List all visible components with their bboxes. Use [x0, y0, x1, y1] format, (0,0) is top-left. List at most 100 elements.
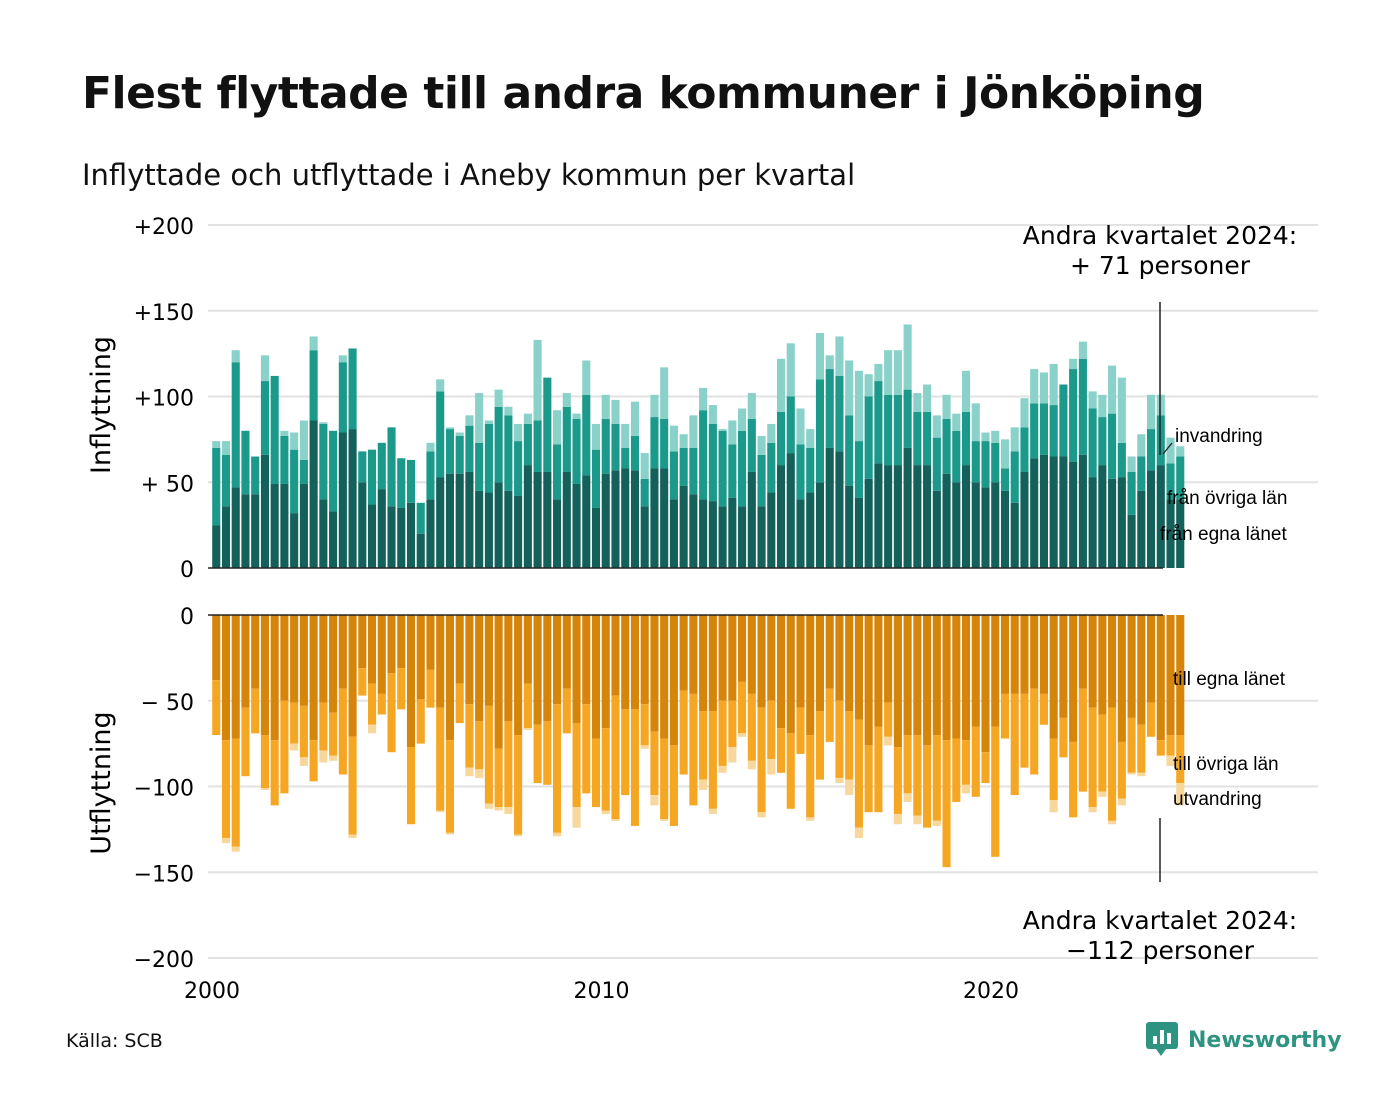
annotation-bottom-line1: Andra kvartalet 2024: [1023, 906, 1297, 935]
bar-segment [338, 362, 347, 433]
bar-segment [582, 394, 591, 476]
bar-segment [387, 673, 396, 753]
annotation-bottom-line2: −112 personer [1066, 936, 1255, 965]
bar-segment [1030, 615, 1039, 689]
bar-segment [806, 429, 815, 448]
bar-segment [1030, 369, 1039, 404]
ylabel-in: Inflyttning [86, 336, 117, 474]
bar-segment [553, 832, 562, 837]
bar-segment [309, 420, 318, 568]
bar-segment [270, 483, 279, 568]
bar-segment [699, 410, 708, 500]
bar-segment [377, 693, 386, 715]
bar-segment [786, 343, 795, 397]
bar-segment [718, 430, 727, 507]
bar-segment [484, 492, 493, 568]
bar-segment [728, 700, 737, 748]
bar-segment [699, 711, 708, 780]
bar-segment [728, 747, 737, 763]
bar-segment [689, 415, 698, 448]
bar-segment [864, 478, 873, 568]
bar-segment [1069, 615, 1078, 742]
bar-segment [845, 711, 854, 780]
bar-segment [494, 615, 503, 749]
bar-segment [932, 490, 941, 568]
bar-segment [864, 396, 873, 479]
bar-segment [845, 779, 854, 796]
bar-segment [660, 738, 669, 820]
bar-segment [1010, 451, 1019, 503]
bar-segment [835, 336, 844, 376]
bar-segment [523, 413, 532, 424]
xtick-label: 2000 [184, 979, 240, 1004]
bar-segment [767, 423, 776, 443]
bar-segment [455, 435, 464, 474]
bar-segment [738, 681, 747, 734]
bar-segment [757, 454, 766, 507]
bar-segment [533, 339, 542, 421]
bar-segment [1088, 707, 1097, 808]
bar-segment [426, 442, 435, 452]
bar-segment [1049, 800, 1058, 813]
bar-segment [572, 483, 581, 568]
bar-segment [747, 418, 756, 472]
bar-segment [854, 827, 863, 838]
bar-segment [1069, 369, 1078, 462]
bar-segment [893, 465, 902, 568]
bar-segment [806, 615, 815, 736]
bar-segment [806, 447, 815, 493]
bar-segment [406, 459, 416, 503]
bar-segment [1156, 740, 1165, 756]
bar-segment [640, 615, 649, 705]
bar-segment [650, 731, 659, 796]
bar-segment [212, 615, 221, 681]
bar-segment [971, 726, 980, 797]
bar-segment [932, 437, 941, 491]
bar-segment [290, 449, 299, 514]
bar-segment [299, 615, 308, 706]
legend-leader-invandring [1162, 442, 1173, 455]
bar-segment [397, 458, 406, 508]
bar-segment [913, 615, 922, 736]
bar-segment [329, 712, 338, 756]
bar-segment [854, 719, 863, 828]
bar-segment [1176, 783, 1185, 806]
bar-segment [553, 499, 562, 568]
bar-segment [299, 757, 308, 766]
bar-segment [436, 615, 445, 708]
bar-segment [728, 615, 737, 701]
labels: Inflyttning Utflyttning Andra kvartalet … [86, 221, 1297, 965]
bar-segment [260, 735, 269, 789]
bar-segment [747, 471, 756, 568]
bar-segment [484, 803, 493, 809]
ytick-label-in: 0 [180, 558, 194, 583]
bar-segment [650, 795, 659, 806]
bar-segment [961, 465, 971, 568]
bar-segment [1127, 471, 1136, 515]
bar-segment [533, 724, 542, 784]
bar-segment [806, 492, 815, 568]
bar-segment [523, 683, 532, 729]
bar-segment [1147, 470, 1156, 569]
bar-segment [465, 767, 474, 777]
bar-segment [874, 726, 883, 813]
bar-segment [504, 615, 513, 722]
bar-segment [611, 399, 620, 424]
bar-segment [290, 432, 299, 450]
bar-segment [689, 447, 698, 495]
bar-segment [260, 381, 269, 455]
bar-segment [835, 615, 844, 701]
bar-segment [776, 728, 786, 773]
bar-segment [854, 497, 863, 568]
bar-segment [825, 369, 834, 448]
bar-segment [368, 504, 377, 569]
bar-segment [776, 465, 786, 568]
bar-segment [231, 846, 240, 852]
bar-segment [621, 423, 630, 448]
bar-segment [913, 815, 922, 825]
bar-segment [591, 738, 601, 808]
bar-segment [1069, 461, 1078, 568]
bar-segment [1127, 615, 1136, 718]
bar-segment [562, 688, 571, 734]
bar-segment [231, 615, 240, 739]
